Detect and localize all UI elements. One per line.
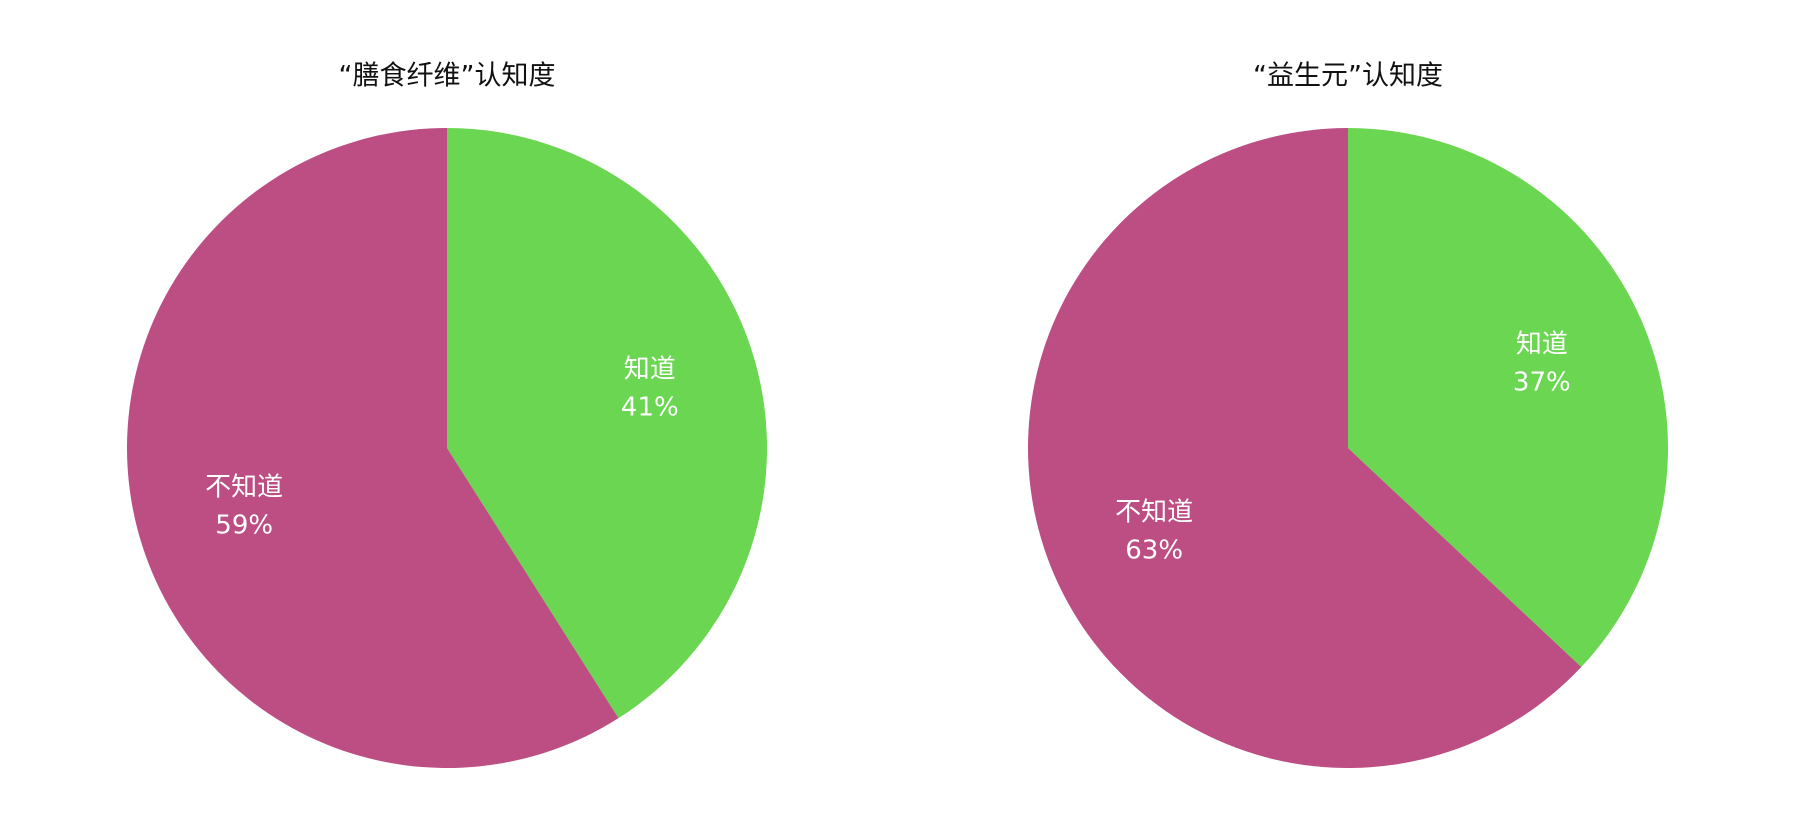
slice-value: 59% — [215, 510, 273, 540]
slice-value: 41% — [621, 393, 679, 423]
pie-slice — [127, 128, 619, 768]
chart-title: “膳食纤维”认知度 — [339, 61, 556, 92]
slice-category: 知道 — [1516, 330, 1568, 360]
chart-title: “益生元”认知度 — [1253, 61, 1443, 92]
slice-category: 不知道 — [1115, 497, 1193, 527]
slice-value: 63% — [1125, 535, 1183, 565]
slice-category: 不知道 — [205, 472, 283, 502]
pie-slice — [447, 128, 768, 719]
pie-slice — [1028, 128, 1582, 768]
pie-slice — [1348, 128, 1668, 668]
slice-category: 知道 — [624, 355, 676, 385]
slice-value: 37% — [1513, 368, 1571, 398]
